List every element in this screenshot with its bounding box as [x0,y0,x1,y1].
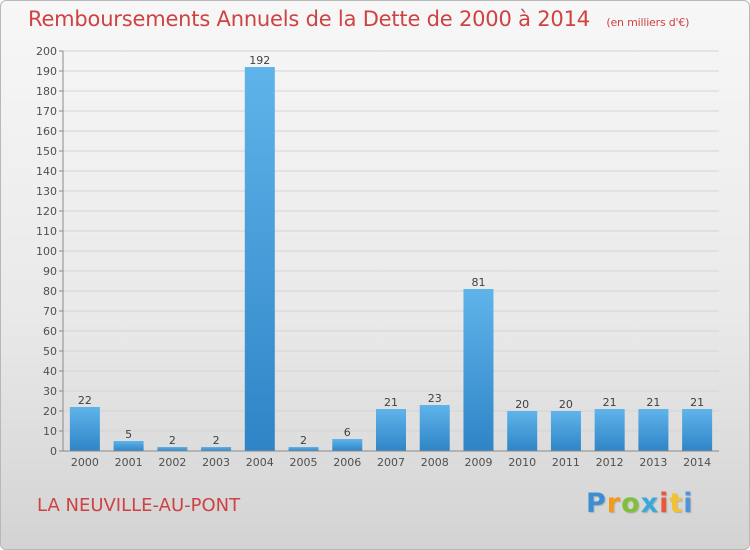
brand-letter: P [586,488,607,519]
y-tick-label: 0 [50,445,57,458]
y-tick-label: 90 [43,265,57,278]
bar-value-label: 22 [78,394,92,407]
x-tick-label: 2001 [115,456,143,469]
bar-value-label: 21 [690,396,704,409]
bar [638,409,669,451]
y-tick-label: 200 [36,45,57,58]
bar-value-label: 2 [213,434,220,447]
brand-letter: r [606,488,622,519]
y-tick-label: 80 [43,285,57,298]
bar-value-label: 20 [515,398,529,411]
bar-value-label: 5 [125,428,132,441]
x-tick-label: 2002 [158,456,186,469]
y-tick-label: 190 [36,65,57,78]
x-tick-label: 2005 [290,456,318,469]
bar [113,441,144,451]
bar [419,405,450,451]
y-tick-label: 40 [43,365,57,378]
brand-letter: i [683,488,694,519]
bar [594,409,625,451]
y-tick-label: 170 [36,105,57,118]
location-name: LA NEUVILLE-AU-PONT [37,495,241,516]
x-tick-label: 2000 [71,456,99,469]
x-tick-label: 2012 [596,456,624,469]
chart-title-text: Remboursements Annuels de la Dette de 20… [28,7,590,31]
brand-letter: t [669,488,684,519]
y-tick-label: 130 [36,185,57,198]
x-tick-label: 2004 [246,456,274,469]
bar-value-label: 6 [344,426,351,439]
x-tick-label: 2014 [683,456,711,469]
y-tick-label: 70 [43,305,57,318]
y-tick-label: 20 [43,405,57,418]
bar [463,289,494,451]
bar-value-label: 21 [603,396,617,409]
y-tick-label: 100 [36,245,57,258]
y-tick-label: 30 [43,385,57,398]
bar-value-label: 23 [428,392,442,405]
y-tick-label: 140 [36,165,57,178]
bar-value-label: 21 [384,396,398,409]
bar-value-label: 192 [249,54,270,67]
y-tick-label: 110 [36,225,57,238]
chart-unit-label: (en milliers d'€) [606,16,690,29]
bar [550,411,581,451]
bar [201,447,232,451]
brand-letter: o [621,488,641,519]
y-tick-label: 60 [43,325,57,338]
bar [507,411,538,451]
bar-value-label: 81 [471,276,485,289]
y-tick-label: 50 [43,345,57,358]
y-tick-label: 10 [43,425,57,438]
bar [69,407,100,451]
brand-letter: i [659,488,670,519]
x-tick-label: 2013 [639,456,667,469]
bar-value-label: 20 [559,398,573,411]
bar-value-label: 21 [646,396,660,409]
x-tick-label: 2008 [421,456,449,469]
bar [157,447,188,451]
y-tick-label: 160 [36,125,57,138]
y-tick-label: 180 [36,85,57,98]
chart-title: Remboursements Annuels de la Dette de 20… [28,7,689,31]
brand-letter: x [640,488,660,519]
x-tick-label: 2003 [202,456,230,469]
bar [376,409,406,451]
x-tick-label: 2009 [464,456,492,469]
bar-value-label: 2 [300,434,307,447]
proxiti-logo: Proxiti [586,488,694,519]
y-tick-label: 150 [36,145,57,158]
bar-value-label: 2 [169,434,176,447]
bar [332,439,363,451]
x-tick-label: 2007 [377,456,405,469]
x-tick-label: 2006 [333,456,361,469]
y-tick-label: 120 [36,205,57,218]
bar [244,67,275,451]
x-tick-label: 2011 [552,456,580,469]
x-tick-label: 2010 [508,456,536,469]
bar [288,447,319,451]
bar [682,409,713,451]
